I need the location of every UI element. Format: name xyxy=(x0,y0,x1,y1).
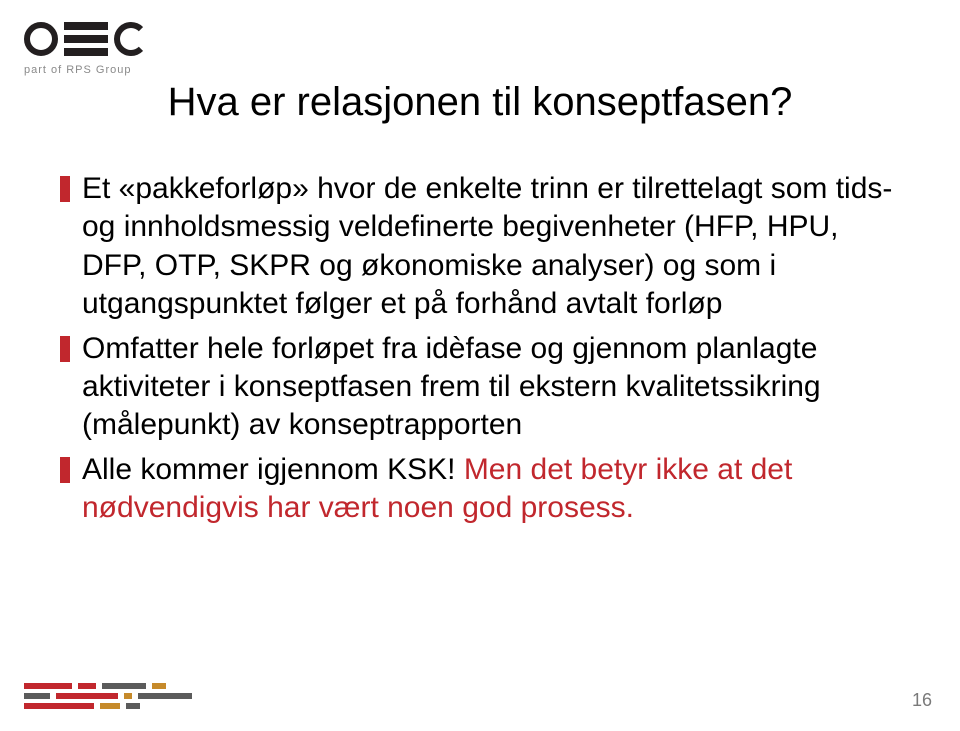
logo-bars-icon xyxy=(64,22,108,56)
page-number: 16 xyxy=(912,690,932,711)
slide-title: Hva er relasjonen til konseptfasen? xyxy=(0,80,960,125)
bullet-icon xyxy=(60,457,70,483)
logo-o-icon xyxy=(24,22,58,56)
list-item: Et «pakkeforløp» hvor de enkelte trinn e… xyxy=(60,170,900,324)
bullet-text: Omfatter hele forløpet fra idèfase og gj… xyxy=(82,330,900,445)
logo-subtext: part of RPS Group xyxy=(24,64,148,76)
bullet-text: Alle kommer igjennom KSK! Men det betyr … xyxy=(82,451,900,528)
list-item: Alle kommer igjennom KSK! Men det betyr … xyxy=(60,451,900,528)
footer-stripes-icon xyxy=(24,683,192,709)
slide: part of RPS Group Hva er relasjonen til … xyxy=(0,0,960,731)
logo: part of RPS Group xyxy=(24,22,148,76)
bullet-text: Et «pakkeforløp» hvor de enkelte trinn e… xyxy=(82,170,900,324)
logo-mark xyxy=(24,22,148,56)
bullet-list: Et «pakkeforløp» hvor de enkelte trinn e… xyxy=(60,170,900,534)
bullet-icon xyxy=(60,176,70,202)
list-item: Omfatter hele forløpet fra idèfase og gj… xyxy=(60,330,900,445)
logo-c-icon xyxy=(114,22,148,56)
bullet-icon xyxy=(60,336,70,362)
